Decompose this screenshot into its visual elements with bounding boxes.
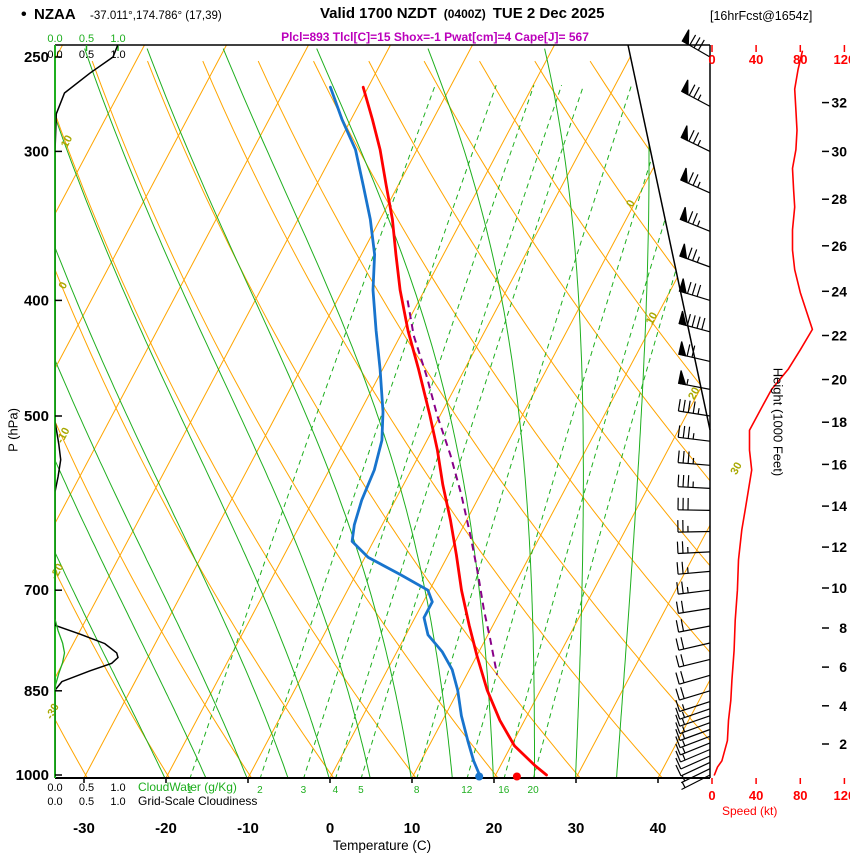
svg-text:16: 16 xyxy=(498,785,510,796)
svg-text:12: 12 xyxy=(831,539,847,555)
svg-text:12: 12 xyxy=(461,785,473,796)
svg-text:4: 4 xyxy=(333,785,339,796)
svg-text:4: 4 xyxy=(839,698,847,714)
profiles xyxy=(55,45,548,777)
svg-text:20: 20 xyxy=(486,820,503,837)
svg-text:250: 250 xyxy=(24,49,49,66)
wind-barbs xyxy=(675,29,711,791)
surface-dewpoint-dot xyxy=(475,772,484,781)
svg-text:24: 24 xyxy=(831,283,847,299)
cloudwater-axis-title: CloudWater (g/Kg) xyxy=(138,780,237,794)
svg-text:10: 10 xyxy=(831,580,847,596)
svg-text:80: 80 xyxy=(793,788,807,803)
svg-text:2: 2 xyxy=(257,785,263,796)
svg-text:0: 0 xyxy=(708,788,715,803)
svg-text:0: 0 xyxy=(708,52,715,67)
skewt-grid xyxy=(55,45,710,778)
valid-date: TUE 2 Dec 2025 xyxy=(492,5,605,22)
svg-text:120: 120 xyxy=(834,52,850,67)
svg-text:22: 22 xyxy=(831,328,847,344)
svg-text:500: 500 xyxy=(24,408,49,425)
svg-text:1.0: 1.0 xyxy=(110,33,125,45)
svg-text:80: 80 xyxy=(793,52,807,67)
svg-text:10: 10 xyxy=(644,310,660,326)
svg-text:0.5: 0.5 xyxy=(79,796,94,808)
stability-indices: Plcl=893 Tlcl[C]=15 Shox=-1 Pwat[cm]=4 C… xyxy=(281,30,589,44)
svg-text:30: 30 xyxy=(728,460,744,476)
svg-text:14: 14 xyxy=(831,498,847,514)
svg-text:0.0: 0.0 xyxy=(47,782,62,794)
svg-text:5: 5 xyxy=(358,785,364,796)
svg-text:16: 16 xyxy=(831,456,847,472)
svg-text:400: 400 xyxy=(24,292,49,309)
svg-text:1000: 1000 xyxy=(16,767,49,784)
svg-text:30: 30 xyxy=(831,143,847,159)
svg-text:28: 28 xyxy=(831,191,847,207)
valid-time-label: Valid 1700 NZDT xyxy=(320,5,437,22)
pressure-axis-title: P (hPa) xyxy=(5,408,21,452)
svg-text:40: 40 xyxy=(650,820,667,837)
speed-axis-title: Speed (kt) xyxy=(722,804,778,818)
station-bullet-icon: • xyxy=(21,6,27,23)
svg-text:2: 2 xyxy=(839,736,847,752)
svg-text:0.0: 0.0 xyxy=(47,796,62,808)
svg-text:0.5: 0.5 xyxy=(79,33,94,45)
valid-time-row: Valid 1700 NZDT (0400Z) TUE 2 Dec 2025 xyxy=(320,5,604,22)
svg-text:8: 8 xyxy=(414,785,420,796)
svg-text:10: 10 xyxy=(59,133,75,149)
svg-text:1.0: 1.0 xyxy=(110,796,125,808)
svg-text:20: 20 xyxy=(686,385,702,401)
svg-text:-20: -20 xyxy=(155,820,177,837)
svg-text:30: 30 xyxy=(568,820,585,837)
svg-text:40: 40 xyxy=(749,52,763,67)
svg-text:-20: -20 xyxy=(48,562,66,582)
svg-text:0: 0 xyxy=(624,198,637,209)
svg-text:20: 20 xyxy=(831,372,847,388)
svg-text:1.0: 1.0 xyxy=(110,782,125,794)
svg-text:1.0: 1.0 xyxy=(110,49,125,61)
svg-text:0: 0 xyxy=(57,280,70,291)
height-axis-title: Height (1000 Feet) xyxy=(770,367,786,477)
svg-text:700: 700 xyxy=(24,582,49,599)
valid-time-utc: (0400Z) xyxy=(443,7,486,21)
temperature-axis-title: Temperature (C) xyxy=(332,838,432,853)
svg-text:40: 40 xyxy=(749,788,763,803)
surface-temp-dot xyxy=(512,772,521,781)
svg-text:6: 6 xyxy=(839,659,847,675)
svg-text:0.5: 0.5 xyxy=(79,49,94,61)
svg-text:0.5: 0.5 xyxy=(79,782,94,794)
svg-text:26: 26 xyxy=(831,238,847,254)
station-id: NZAA xyxy=(34,6,76,23)
svg-text:0: 0 xyxy=(326,820,334,837)
svg-text:-30: -30 xyxy=(73,820,95,837)
svg-text:850: 850 xyxy=(24,683,49,700)
svg-text:10: 10 xyxy=(404,820,421,837)
cloudiness-axis-title: Grid-Scale Cloudiness xyxy=(138,794,258,808)
forecast-hour-tag: [16hrFcst@1654z] xyxy=(710,9,813,23)
svg-text:120: 120 xyxy=(834,788,850,803)
svg-text:18: 18 xyxy=(831,414,847,430)
svg-text:3: 3 xyxy=(301,785,307,796)
svg-text:32: 32 xyxy=(831,95,847,111)
svg-text:1: 1 xyxy=(187,785,193,796)
svg-text:20: 20 xyxy=(528,785,540,796)
station-coordinates: -37.011°,174.786° (17,39) xyxy=(90,10,222,22)
svg-text:8: 8 xyxy=(839,620,847,636)
svg-text:300: 300 xyxy=(24,143,49,160)
svg-text:-30: -30 xyxy=(44,702,62,722)
svg-text:-10: -10 xyxy=(237,820,259,837)
svg-text:0.0: 0.0 xyxy=(47,33,62,45)
